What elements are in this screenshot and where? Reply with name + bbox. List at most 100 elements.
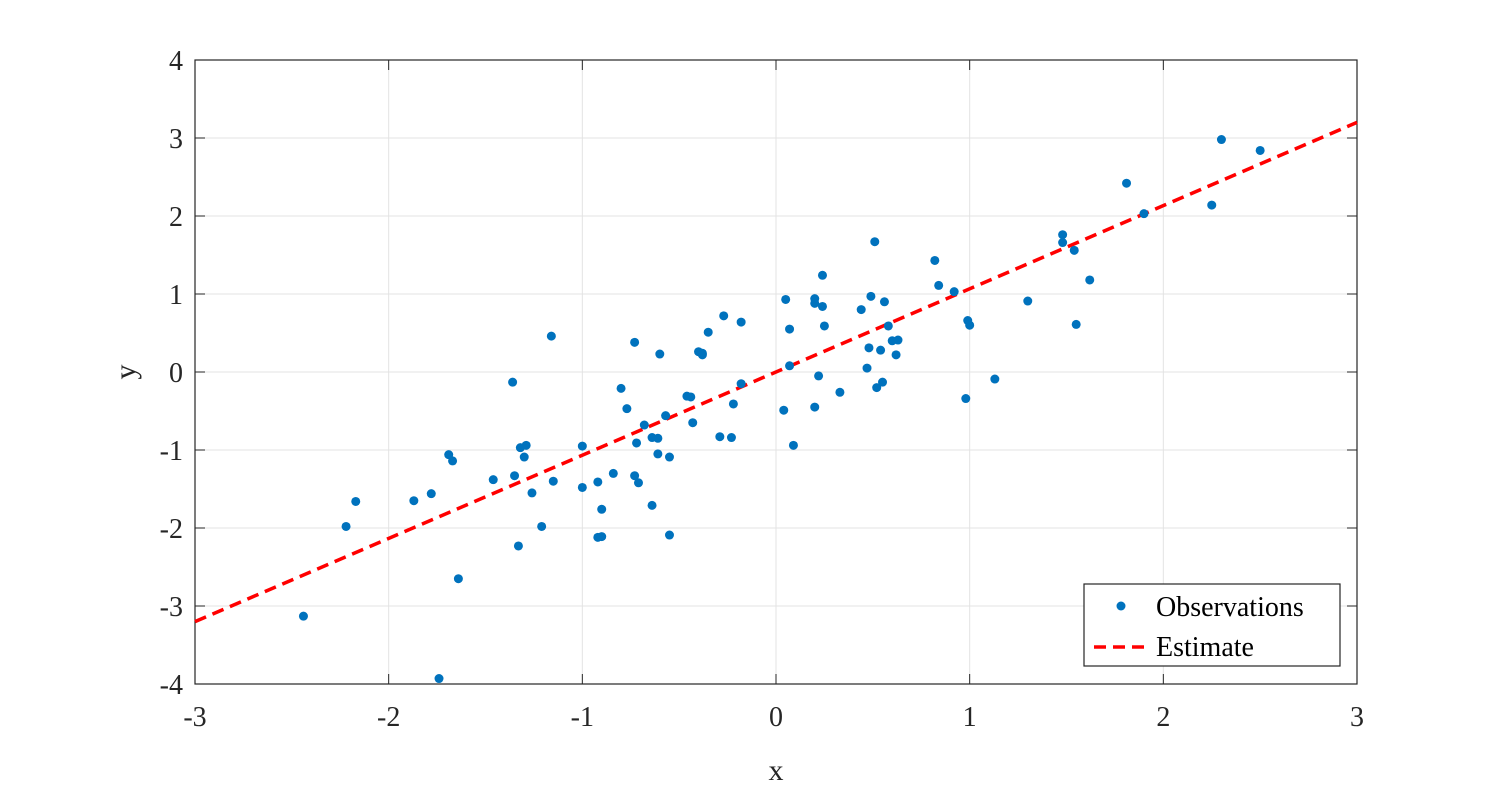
observation-point <box>785 324 795 334</box>
observation-point <box>817 270 827 280</box>
x-tick-label: -2 <box>377 702 400 733</box>
observation-point <box>814 371 824 381</box>
observation-point <box>1058 238 1068 248</box>
observation-point <box>434 674 444 684</box>
observation-point <box>835 387 845 397</box>
observation-point <box>577 441 587 451</box>
observation-point <box>546 331 556 341</box>
observation-point <box>864 343 874 353</box>
observation-point <box>726 433 736 443</box>
observation-point <box>819 321 829 331</box>
x-tick-label: 2 <box>1156 702 1170 733</box>
observation-point <box>633 478 643 488</box>
observation-point <box>930 255 940 265</box>
y-tick-label: -4 <box>160 670 183 701</box>
x-axis-label: x <box>769 754 784 787</box>
observation-point <box>521 440 531 450</box>
observation-point <box>653 449 663 459</box>
observation-point <box>736 317 746 327</box>
observation-point <box>622 404 632 414</box>
y-tick-label: -3 <box>160 592 183 623</box>
observation-point <box>736 379 746 389</box>
observation-point <box>537 521 547 531</box>
observation-point <box>1085 275 1095 285</box>
observation-point <box>1069 245 1079 255</box>
observation-point <box>1139 209 1149 219</box>
observation-point <box>519 452 529 462</box>
observation-point <box>856 305 866 315</box>
observation-point <box>1216 135 1226 145</box>
y-tick-label: -1 <box>160 436 183 467</box>
legend-box <box>1083 583 1341 667</box>
observation-point <box>876 345 886 355</box>
observation-point <box>703 327 713 337</box>
observation-point <box>426 489 436 499</box>
y-axis-label: y <box>109 365 142 380</box>
observation-point <box>508 377 518 387</box>
observation-point <box>632 438 642 448</box>
y-tick-labels: -4 -3 -2 -1 0 1 2 3 4 <box>160 46 183 701</box>
observation-point <box>810 402 820 412</box>
observation-point <box>488 475 498 485</box>
observation-point <box>616 383 626 393</box>
estimate-line <box>194 120 1358 624</box>
observation-point <box>513 541 523 551</box>
observation-point <box>866 291 876 301</box>
x-tick-label: 0 <box>769 702 783 733</box>
observation-point <box>593 477 603 487</box>
observation-point <box>990 374 1000 384</box>
observation-point <box>779 405 789 415</box>
x-tick-label: -1 <box>571 702 594 733</box>
observation-point <box>630 471 640 481</box>
observation-point <box>653 433 663 443</box>
legend-estimate-label: Estimate <box>1156 632 1254 663</box>
observation-point <box>862 363 872 373</box>
observation-point <box>781 294 791 304</box>
observation-point <box>719 311 729 321</box>
y-tick-label: -2 <box>160 514 183 545</box>
observation-point <box>879 297 889 307</box>
observation-point <box>1255 145 1265 155</box>
x-tick-label: 1 <box>963 702 977 733</box>
y-tick-label: 4 <box>169 46 183 77</box>
observation-points <box>298 135 1265 684</box>
legend-observations-marker <box>1116 601 1126 611</box>
x-tick-labels: -3 -2 -1 0 1 2 3 <box>183 702 1364 733</box>
legend-observations-label: Observations <box>1156 592 1304 623</box>
observation-point <box>1122 178 1132 188</box>
observation-point <box>883 321 893 331</box>
x-tick-label: -3 <box>183 702 206 733</box>
observation-point <box>341 521 351 531</box>
x-tick-label: 3 <box>1350 702 1364 733</box>
y-tick-label: 2 <box>169 202 183 233</box>
observation-point <box>688 418 698 428</box>
observation-point <box>597 532 607 542</box>
observation-point <box>788 440 798 450</box>
observation-point <box>510 471 520 481</box>
observation-point <box>351 496 361 506</box>
observation-point <box>728 399 738 409</box>
observation-point <box>878 377 888 387</box>
observation-point <box>647 500 657 510</box>
y-tick-label: 3 <box>169 124 183 155</box>
observation-point <box>453 574 463 584</box>
observation-point <box>608 468 618 478</box>
observation-point <box>597 504 607 514</box>
observation-point <box>577 482 587 492</box>
observation-point <box>548 476 558 486</box>
observation-point <box>810 294 820 304</box>
y-tick-label: 0 <box>169 358 183 389</box>
observation-point <box>949 287 959 297</box>
observation-point <box>527 488 537 498</box>
axis-ticks <box>194 59 1358 685</box>
observation-point <box>934 280 944 290</box>
observation-point <box>664 530 674 540</box>
observation-point <box>1207 200 1217 210</box>
observation-point <box>1023 296 1033 306</box>
observation-point <box>664 452 674 462</box>
observation-point <box>872 383 882 393</box>
observation-point <box>961 394 971 404</box>
observation-point <box>893 335 903 345</box>
observation-point <box>409 496 419 506</box>
